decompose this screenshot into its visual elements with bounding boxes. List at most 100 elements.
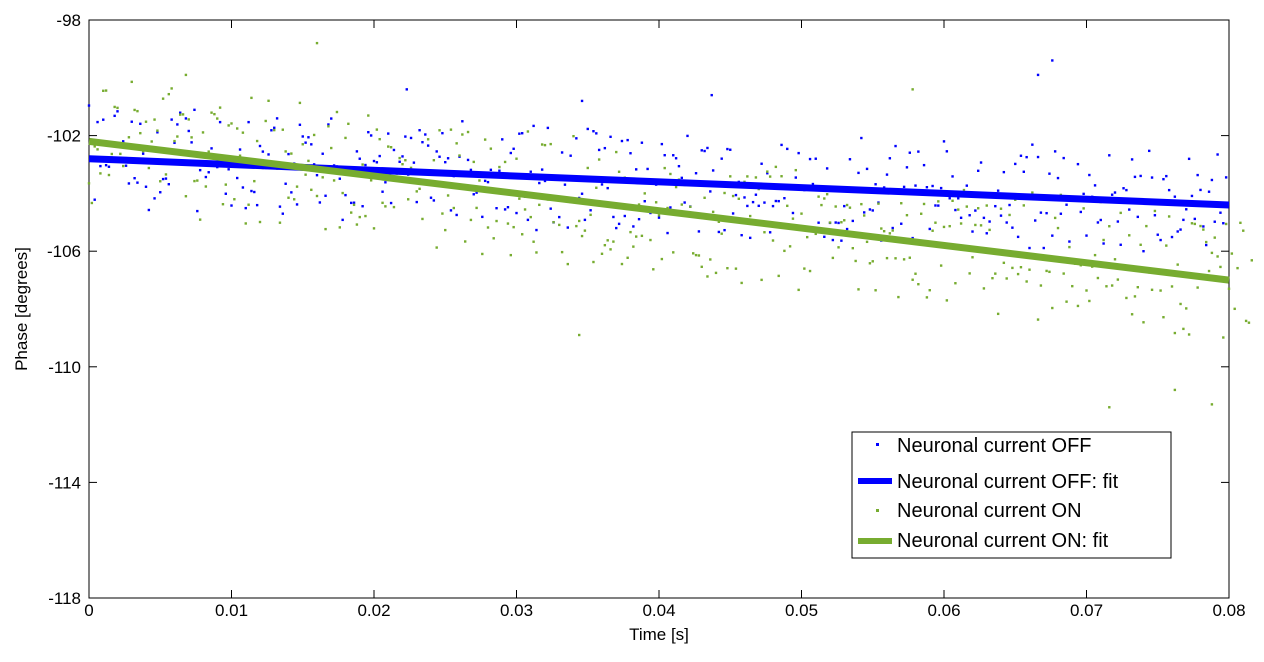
data-point-on bbox=[1185, 307, 1188, 310]
data-point-on bbox=[917, 283, 920, 286]
data-point-off bbox=[284, 182, 287, 185]
data-point-on bbox=[469, 218, 473, 222]
data-point-off bbox=[663, 153, 666, 157]
data-point-on bbox=[1096, 276, 1100, 280]
data-point-on bbox=[332, 179, 336, 182]
data-point-off bbox=[825, 167, 829, 170]
data-point-off bbox=[498, 169, 501, 172]
data-point-on bbox=[110, 152, 113, 156]
data-point-off bbox=[1085, 234, 1088, 237]
data-point-off bbox=[1031, 143, 1034, 146]
data-point-on bbox=[512, 225, 515, 229]
data-point-off bbox=[273, 126, 276, 129]
data-point-on bbox=[1219, 265, 1222, 269]
data-point-off bbox=[549, 207, 552, 210]
data-point-off bbox=[481, 215, 484, 219]
data-point-on bbox=[304, 173, 307, 176]
data-point-on bbox=[694, 253, 698, 257]
data-point-off bbox=[418, 129, 421, 132]
data-point-off bbox=[515, 211, 518, 215]
data-point-on bbox=[529, 215, 532, 219]
data-point-off bbox=[435, 150, 438, 153]
data-point-off bbox=[315, 173, 319, 177]
data-point-on bbox=[347, 122, 350, 126]
data-point-off bbox=[1185, 208, 1188, 211]
data-point-on bbox=[1230, 252, 1234, 255]
data-point-off bbox=[1156, 233, 1159, 236]
data-point-on bbox=[1028, 268, 1031, 271]
data-point-off bbox=[341, 218, 344, 222]
data-point-off bbox=[193, 108, 196, 112]
data-point-off bbox=[398, 160, 401, 163]
data-point-off bbox=[922, 163, 926, 167]
data-point-off bbox=[509, 151, 512, 155]
data-point-off bbox=[629, 152, 632, 155]
data-point-on bbox=[389, 146, 393, 149]
data-point-off bbox=[1179, 228, 1182, 231]
data-point-on bbox=[284, 150, 287, 153]
data-point-on bbox=[1119, 211, 1122, 215]
data-point-on bbox=[1224, 222, 1228, 226]
data-point-on bbox=[954, 282, 957, 285]
data-point-on bbox=[1136, 286, 1139, 289]
data-point-on bbox=[444, 228, 447, 232]
data-point-off bbox=[518, 132, 521, 135]
data-point-on bbox=[951, 199, 954, 202]
data-point-off bbox=[324, 194, 327, 197]
data-point-on bbox=[714, 271, 718, 275]
data-point-off bbox=[503, 208, 507, 211]
data-point-off bbox=[116, 110, 119, 113]
data-point-off bbox=[1167, 188, 1171, 192]
data-point-on bbox=[127, 136, 131, 139]
data-point-off bbox=[994, 204, 997, 208]
data-point-off bbox=[988, 220, 991, 223]
data-point-on bbox=[1116, 278, 1120, 281]
data-point-on bbox=[1179, 302, 1182, 306]
data-point-on bbox=[674, 185, 678, 189]
data-point-off bbox=[258, 144, 262, 148]
data-point-off bbox=[620, 139, 624, 143]
data-point-off bbox=[1045, 211, 1048, 215]
data-point-on bbox=[184, 195, 188, 198]
data-point-on bbox=[977, 207, 980, 210]
data-point-on bbox=[1008, 213, 1011, 217]
data-point-on bbox=[1076, 304, 1080, 308]
data-point-on bbox=[572, 134, 575, 138]
data-point-on bbox=[731, 194, 735, 198]
data-point-off bbox=[723, 228, 726, 232]
data-point-on bbox=[267, 99, 270, 102]
data-point-on bbox=[495, 219, 498, 223]
data-point-off bbox=[236, 176, 239, 180]
data-point-off bbox=[834, 221, 837, 224]
data-point-on bbox=[478, 179, 481, 182]
data-point-on bbox=[489, 147, 493, 150]
data-point-on bbox=[435, 246, 438, 249]
data-point-on bbox=[578, 333, 581, 337]
data-point-off bbox=[709, 190, 712, 193]
data-point-on bbox=[597, 158, 601, 161]
data-point-on bbox=[375, 128, 379, 131]
data-point-on bbox=[543, 143, 547, 147]
data-point-off bbox=[771, 204, 775, 208]
data-point-on bbox=[201, 131, 205, 134]
data-point-off bbox=[643, 200, 646, 203]
data-point-off bbox=[304, 141, 307, 144]
data-point-on bbox=[264, 119, 267, 123]
data-point-on bbox=[324, 227, 327, 231]
data-point-on bbox=[1031, 191, 1034, 194]
data-point-off bbox=[389, 201, 393, 205]
data-point-on bbox=[187, 118, 190, 121]
data-point-off bbox=[230, 204, 233, 207]
data-point-on bbox=[255, 139, 259, 143]
data-point-off bbox=[595, 132, 598, 135]
data-point-off bbox=[635, 168, 638, 171]
data-point-off bbox=[1014, 162, 1017, 166]
data-point-off bbox=[1182, 218, 1185, 222]
data-point-off bbox=[136, 181, 139, 184]
data-point-on bbox=[600, 252, 604, 255]
data-point-off bbox=[657, 216, 661, 219]
data-point-on bbox=[238, 154, 242, 157]
data-point-off bbox=[1022, 170, 1025, 173]
data-point-on bbox=[153, 118, 156, 121]
data-point-off bbox=[1202, 225, 1205, 228]
